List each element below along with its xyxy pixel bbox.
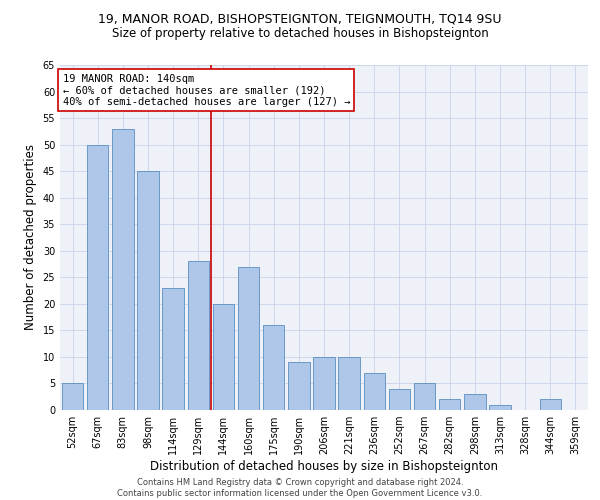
Bar xyxy=(338,357,360,410)
Bar xyxy=(62,384,83,410)
Bar xyxy=(364,373,385,410)
Bar xyxy=(539,400,561,410)
Bar xyxy=(238,266,259,410)
Bar xyxy=(464,394,485,410)
Bar xyxy=(389,389,410,410)
Bar xyxy=(263,325,284,410)
Bar xyxy=(439,400,460,410)
Bar xyxy=(288,362,310,410)
Bar xyxy=(213,304,234,410)
Text: Contains HM Land Registry data © Crown copyright and database right 2024.
Contai: Contains HM Land Registry data © Crown c… xyxy=(118,478,482,498)
Bar xyxy=(188,262,209,410)
Text: Size of property relative to detached houses in Bishopsteignton: Size of property relative to detached ho… xyxy=(112,28,488,40)
Bar xyxy=(87,144,109,410)
Text: 19 MANOR ROAD: 140sqm
← 60% of detached houses are smaller (192)
40% of semi-det: 19 MANOR ROAD: 140sqm ← 60% of detached … xyxy=(62,74,350,107)
X-axis label: Distribution of detached houses by size in Bishopsteignton: Distribution of detached houses by size … xyxy=(150,460,498,473)
Bar xyxy=(490,404,511,410)
Bar xyxy=(137,171,158,410)
Bar xyxy=(414,384,435,410)
Bar xyxy=(163,288,184,410)
Y-axis label: Number of detached properties: Number of detached properties xyxy=(24,144,37,330)
Text: 19, MANOR ROAD, BISHOPSTEIGNTON, TEIGNMOUTH, TQ14 9SU: 19, MANOR ROAD, BISHOPSTEIGNTON, TEIGNMO… xyxy=(98,12,502,26)
Bar xyxy=(112,128,134,410)
Bar xyxy=(313,357,335,410)
